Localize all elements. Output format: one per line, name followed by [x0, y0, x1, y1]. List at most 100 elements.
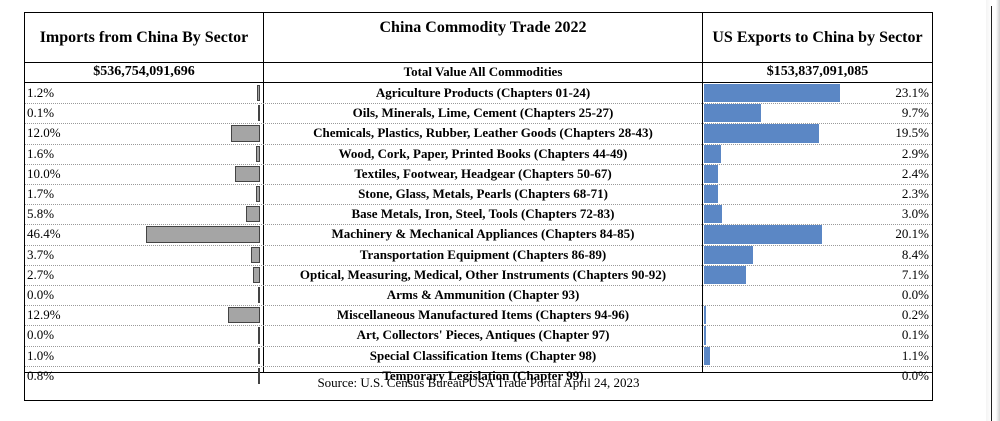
- sector-label: Optical, Measuring, Medical, Other Instr…: [299, 266, 667, 282]
- import-pct-label: 1.2%: [27, 85, 55, 100]
- import-bar: [258, 105, 260, 122]
- import-pct-label: 3.7%: [27, 246, 55, 262]
- export-pct-label: 0.2%: [901, 307, 929, 323]
- import-pct-label: 0.1%: [27, 105, 55, 121]
- export-pct-label: 0.1%: [901, 327, 929, 343]
- import-bar: [228, 307, 260, 324]
- imports-title: Imports from China By Sector: [39, 28, 249, 46]
- total-label: Total Value All Commodities: [403, 64, 563, 79]
- import-pct-label: 46.4%: [27, 226, 61, 242]
- row-divider: [25, 224, 932, 226]
- import-bar: [257, 85, 260, 102]
- export-bar: [704, 346, 711, 365]
- import-bar: [258, 327, 260, 344]
- row-divider: [25, 103, 932, 105]
- row-divider: [25, 305, 932, 307]
- export-bar: [704, 225, 823, 244]
- export-pct-label: 20.1%: [895, 226, 929, 242]
- export-bar: [704, 124, 819, 143]
- export-bar: [704, 84, 840, 103]
- export-bar: [704, 205, 722, 224]
- header-rule: [25, 62, 932, 63]
- export-bar: [704, 326, 706, 345]
- import-bar: [258, 287, 260, 304]
- page-edge: [986, 0, 1000, 421]
- import-bar: [255, 186, 260, 203]
- sector-label: Textiles, Footwear, Headgear (Chapters 5…: [354, 165, 612, 181]
- export-bar: [704, 104, 762, 123]
- import-pct-label: 2.7%: [27, 266, 55, 282]
- import-pct-label: 10.0%: [27, 165, 61, 181]
- import-pct-label: 0.0%: [27, 327, 55, 343]
- row-divider: [25, 204, 932, 206]
- export-bar: [704, 185, 718, 204]
- source-note: Source: U.S. Census Bureau USA Trade Por…: [317, 375, 640, 390]
- sector-label: Agriculture Products (Chapters 01-24): [375, 85, 591, 100]
- export-pct-label: 2.4%: [901, 165, 929, 181]
- export-bar: [704, 265, 746, 284]
- sector-label: Transportation Equipment (Chapters 86-89…: [359, 246, 607, 262]
- row-divider: [25, 345, 932, 347]
- export-pct-label: 7.1%: [901, 266, 929, 282]
- sector-label: Stone, Glass, Metals, Pearls (Chapters 6…: [358, 186, 608, 201]
- divider-right: [702, 13, 703, 372]
- row-divider: [25, 365, 932, 367]
- export-pct-label: 0.0%: [901, 367, 929, 383]
- exports-title: US Exports to China by Sector: [712, 28, 923, 46]
- import-bar: [257, 347, 260, 364]
- footer-rule: [25, 372, 932, 373]
- sector-label: Art, Collectors' Pieces, Antiques (Chapt…: [356, 327, 610, 343]
- import-bar: [258, 367, 260, 384]
- exports-total: $153,837,091,085: [766, 64, 869, 79]
- row-divider: [25, 244, 932, 246]
- import-pct-label: 1.7%: [27, 186, 55, 201]
- import-bar: [235, 165, 260, 182]
- row-divider: [25, 163, 932, 165]
- export-pct-label: 0.0%: [901, 287, 929, 302]
- export-bar: [704, 245, 754, 264]
- sector-label: Miscellaneous Manufactured Items (Chapte…: [336, 307, 630, 323]
- import-pct-label: 0.0%: [27, 287, 55, 302]
- export-bar: [704, 164, 719, 183]
- sector-label: Arms & Ammunition (Chapter 93): [386, 287, 580, 302]
- row-divider: [25, 264, 932, 266]
- import-pct-label: 1.6%: [27, 145, 55, 161]
- imports-total: $536,754,091,696: [93, 64, 195, 79]
- import-bar: [256, 145, 260, 162]
- totals-rule: [25, 82, 932, 83]
- sector-label: Chemicals, Plastics, Rubber, Leather Goo…: [313, 125, 653, 141]
- row-divider: [25, 325, 932, 327]
- import-bar: [250, 246, 260, 263]
- import-bar: [245, 206, 260, 223]
- sector-label: Wood, Cork, Paper, Printed Books (Chapte…: [338, 145, 628, 161]
- sector-label: Oils, Minerals, Lime, Cement (Chapters 2…: [352, 105, 614, 121]
- chart-title: China Commodity Trade 2022: [379, 19, 587, 36]
- export-bar: [704, 144, 722, 163]
- row-divider: [25, 184, 932, 185]
- sector-label: Special Classification Items (Chapter 98…: [369, 347, 597, 363]
- divider-left: [263, 13, 264, 372]
- export-pct-label: 9.7%: [901, 105, 929, 121]
- export-pct-label: 19.5%: [895, 125, 929, 141]
- import-pct-label: 0.8%: [27, 367, 55, 383]
- export-pct-label: 3.0%: [901, 206, 929, 222]
- row-divider: [25, 143, 932, 145]
- import-bar: [146, 226, 260, 243]
- row-divider: [25, 123, 932, 125]
- export-pct-label: 2.3%: [901, 186, 929, 201]
- sector-label: Machinery & Mechanical Appliances (Chapt…: [331, 226, 635, 242]
- trade-table: Imports from China By Sector China Commo…: [24, 12, 933, 401]
- export-pct-label: 8.4%: [901, 246, 929, 262]
- import-pct-label: 5.8%: [27, 206, 55, 222]
- import-pct-label: 12.9%: [27, 307, 61, 323]
- export-pct-label: 2.9%: [901, 145, 929, 161]
- import-pct-label: 12.0%: [27, 125, 61, 141]
- export-pct-label: 1.1%: [901, 347, 929, 363]
- sector-label: Temporary Legislation (Chapter 99): [382, 367, 584, 383]
- import-bar: [230, 125, 260, 142]
- import-pct-label: 1.0%: [27, 347, 55, 363]
- import-bar: [253, 266, 260, 283]
- row-divider: [25, 285, 932, 286]
- export-pct-label: 23.1%: [895, 85, 929, 100]
- export-bar: [704, 306, 706, 325]
